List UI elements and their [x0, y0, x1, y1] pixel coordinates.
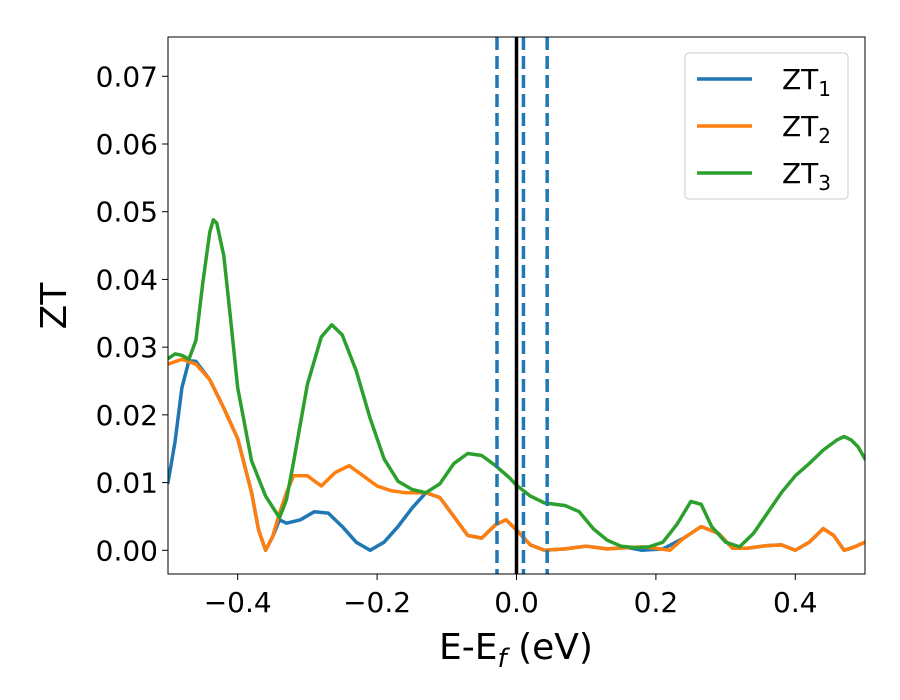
legend-label-zt1: ZT1 — [782, 63, 831, 101]
y-tick-label: 0.03 — [96, 331, 158, 364]
y-tick-label: 0.04 — [96, 263, 158, 296]
y-tick-label: 0.07 — [96, 60, 158, 93]
series-line-zt3 — [168, 218, 865, 550]
y-tick-label: 0.02 — [96, 399, 158, 432]
legend-label-zt2: ZT2 — [782, 110, 831, 148]
y-tick-label: 0.06 — [96, 128, 158, 161]
reference-lines — [495, 37, 549, 574]
y-axis: 0.00 0.01 0.02 0.03 0.04 0.05 0.06 0.07 — [96, 60, 168, 567]
y-tick-label: 0.00 — [96, 534, 158, 567]
x-tick-label: 0.4 — [773, 586, 818, 619]
x-tick-label: −0.4 — [204, 586, 272, 619]
x-tick-label: −0.2 — [343, 586, 411, 619]
x-tick-label: 0.0 — [494, 586, 539, 619]
legend-box — [684, 52, 849, 200]
series-layer — [168, 218, 865, 553]
legend-label-zt3: ZT3 — [782, 157, 831, 195]
series-line-zt2 — [168, 357, 865, 553]
y-tick-label: 0.01 — [96, 467, 158, 500]
y-axis-label: ZT — [34, 282, 75, 330]
y-tick-label: 0.05 — [96, 196, 158, 229]
x-axis: −0.4 −0.2 0.0 0.2 0.4 — [204, 574, 818, 619]
x-tick-label: 0.2 — [634, 586, 679, 619]
legend: ZT1 ZT2 ZT3 — [684, 52, 849, 200]
x-axis-label: E-Ef (eV) — [439, 627, 593, 674]
